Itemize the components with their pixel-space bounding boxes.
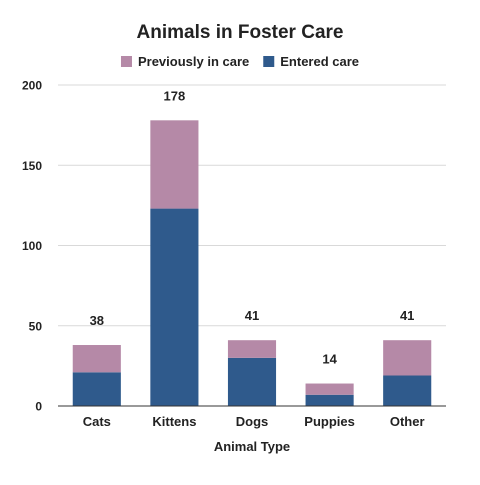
bar-other-entered-care <box>383 375 432 406</box>
x-tick-label-cats: Cats <box>83 414 111 429</box>
legend-swatch <box>120 56 132 67</box>
legend: Previously in care Entered care <box>120 54 359 69</box>
chart-title: Animals in Foster Care <box>137 22 344 43</box>
bar-kittens-entered-care <box>150 208 199 406</box>
total-label-other: 41 <box>400 308 414 323</box>
y-tick-label: 0 <box>35 400 42 414</box>
x-tick-label-puppies: Puppies <box>304 414 355 429</box>
y-tick-label: 150 <box>22 159 42 173</box>
legend-item-entered-care: Entered care <box>263 54 359 69</box>
x-tick-label-kittens: Kittens <box>152 414 196 429</box>
total-label-kittens: 178 <box>164 88 186 103</box>
legend-swatch <box>263 56 275 67</box>
total-labels: 38 178 41 14 41 <box>90 88 415 366</box>
bar-puppies-entered-care <box>305 394 354 406</box>
y-axis-ticks: 0 50 100 150 200 <box>22 79 42 414</box>
bar-other-previously-in-care <box>383 340 432 376</box>
bar-dogs-previously-in-care <box>227 340 277 358</box>
gridlines <box>58 84 446 327</box>
legend-label: Previously in care <box>138 54 249 69</box>
bar-cats-previously-in-care <box>72 345 121 373</box>
x-axis-ticks: Cats Kittens Dogs Puppies Other <box>83 414 425 429</box>
bar-cats-entered-care <box>72 372 121 406</box>
total-label-dogs: 41 <box>245 308 259 323</box>
total-label-cats: 38 <box>90 313 104 328</box>
bars <box>72 120 432 406</box>
bar-dogs-entered-care <box>227 357 277 406</box>
y-tick-label: 50 <box>29 319 43 333</box>
y-tick-label: 100 <box>22 239 42 253</box>
x-axis-title: Animal Type <box>214 439 290 454</box>
total-label-puppies: 14 <box>322 352 337 367</box>
legend-item-previously-in-care: Previously in care <box>120 54 249 69</box>
x-tick-label-other: Other <box>390 414 425 429</box>
y-tick-label: 200 <box>22 79 42 93</box>
bar-puppies-previously-in-care <box>305 383 354 395</box>
legend-label: Entered care <box>280 54 359 69</box>
bar-kittens-previously-in-care <box>150 120 199 209</box>
x-tick-label-dogs: Dogs <box>236 414 269 429</box>
